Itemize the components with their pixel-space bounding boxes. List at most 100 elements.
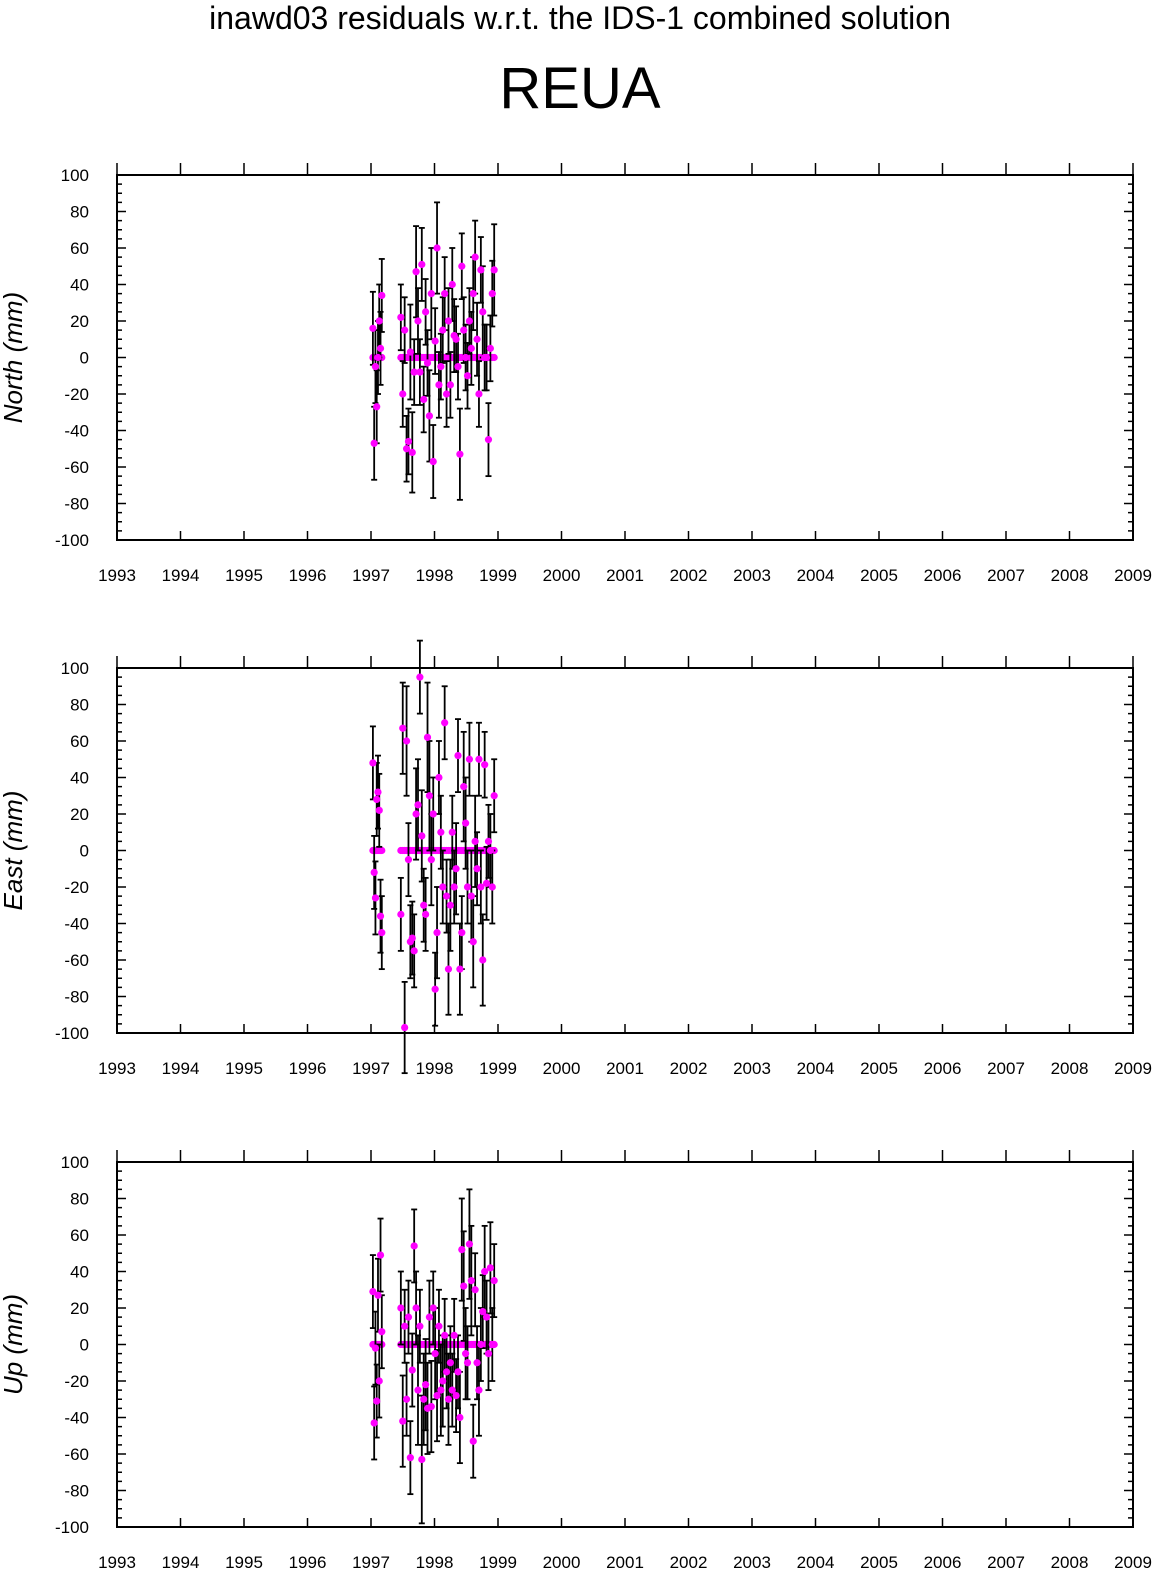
data-point — [414, 801, 422, 809]
plot-frame — [116, 667, 1134, 1034]
data-point — [475, 755, 483, 763]
data-point — [456, 450, 464, 458]
data-point — [374, 353, 382, 362]
x-tick-label: 2005 — [860, 566, 898, 585]
data-point — [401, 326, 409, 334]
station-title: REUA — [499, 56, 661, 121]
data-point — [408, 934, 416, 942]
data-point — [490, 1277, 498, 1285]
x-tick-label: 1995 — [225, 566, 263, 585]
y-tick-label: -20 — [64, 385, 89, 404]
x-tick-label: 2004 — [797, 1553, 835, 1572]
data-point — [416, 1322, 424, 1330]
x-tick-label: 1999 — [479, 566, 517, 585]
data-point — [458, 1246, 466, 1254]
data-point — [441, 719, 449, 727]
data-point — [422, 1381, 430, 1389]
data-point — [433, 1392, 441, 1400]
data-point — [469, 938, 477, 946]
data-point — [484, 436, 493, 444]
y-tick-label: -100 — [55, 1024, 89, 1043]
data-point — [452, 865, 460, 873]
data-point — [442, 1368, 451, 1376]
y-tick-label: 40 — [70, 1263, 89, 1282]
data-point — [376, 912, 385, 920]
data-point — [454, 752, 462, 760]
data-point — [418, 260, 426, 269]
x-tick-label: 1993 — [98, 1059, 136, 1078]
panel-up: -100 -80 -60 -40 -20 0 20 40 60 80 100 1993 1994 1995… — [0, 1150, 1152, 1572]
data-point — [439, 1377, 447, 1385]
data-point — [439, 326, 447, 334]
x-tick-label: 1997 — [352, 1059, 390, 1078]
x-tick-label: 1996 — [289, 566, 327, 585]
y-tick-label: 60 — [70, 239, 89, 258]
data-point — [422, 910, 430, 918]
data-point — [429, 810, 437, 818]
data-point — [404, 856, 413, 864]
x-tick-label: 1995 — [225, 1553, 263, 1572]
x-tick-label: 2008 — [1051, 1059, 1089, 1078]
x-tick-label: 1994 — [162, 1553, 200, 1572]
data-point — [439, 883, 447, 891]
data-point — [456, 1413, 464, 1422]
data-point — [488, 1340, 496, 1349]
x-tick-label: 1996 — [289, 1059, 327, 1078]
data-point — [378, 1328, 386, 1336]
data-point — [399, 390, 407, 398]
panel-east: -100 -80 -60 -40 -20 0 20 40 60 80 100 1993 1994 1995… — [0, 639, 1152, 1078]
y-axis-label: North (mm) — [0, 292, 28, 423]
data-point — [460, 783, 468, 791]
data-point — [471, 1286, 479, 1294]
data-point — [412, 810, 420, 818]
x-tick-label: 2001 — [606, 566, 644, 585]
y-tick-label: 80 — [70, 1190, 89, 1209]
data-point — [431, 985, 439, 993]
x-tick-label: 1996 — [289, 1553, 327, 1572]
data-point — [437, 828, 445, 836]
data-point — [404, 1313, 413, 1321]
x-tick-label: 2007 — [987, 1059, 1025, 1078]
data-point — [375, 317, 383, 325]
data-point — [427, 290, 435, 298]
data-point — [427, 1402, 435, 1411]
y-tick-label: -20 — [64, 878, 89, 897]
data-point — [484, 837, 493, 845]
data-point — [482, 353, 491, 362]
data-point — [486, 846, 494, 855]
data-point — [375, 1377, 383, 1385]
y-tick-label: -100 — [55, 1518, 89, 1537]
y-tick-label: 20 — [70, 805, 89, 824]
data-point — [420, 395, 428, 404]
data-point — [488, 883, 496, 891]
data-point — [469, 1437, 477, 1445]
y-tick-label: -60 — [64, 1445, 89, 1464]
data-point — [473, 865, 481, 873]
data-point — [397, 313, 405, 321]
data-point — [446, 901, 454, 909]
x-tick-label: 2002 — [670, 1059, 708, 1078]
data-point — [425, 792, 434, 800]
data-point — [441, 290, 449, 298]
data-point — [378, 929, 386, 937]
data-point — [402, 445, 411, 453]
data-point — [402, 1395, 411, 1403]
data-point — [376, 344, 385, 352]
zero-point — [490, 353, 498, 362]
x-tick-label: 1997 — [352, 566, 390, 585]
data-point — [375, 806, 383, 814]
data-point — [441, 1331, 449, 1339]
data-point — [412, 1304, 420, 1312]
data-point — [437, 1386, 445, 1394]
x-tick-label: 2001 — [606, 1059, 644, 1078]
data-point — [416, 368, 424, 376]
data-point — [420, 1395, 428, 1403]
plot-frame — [116, 1161, 1134, 1528]
data-point — [433, 929, 441, 937]
data-point — [452, 1392, 460, 1400]
data-point — [488, 290, 496, 298]
data-point — [444, 317, 453, 325]
data-point — [399, 724, 407, 732]
y-tick-label: 100 — [61, 166, 89, 185]
